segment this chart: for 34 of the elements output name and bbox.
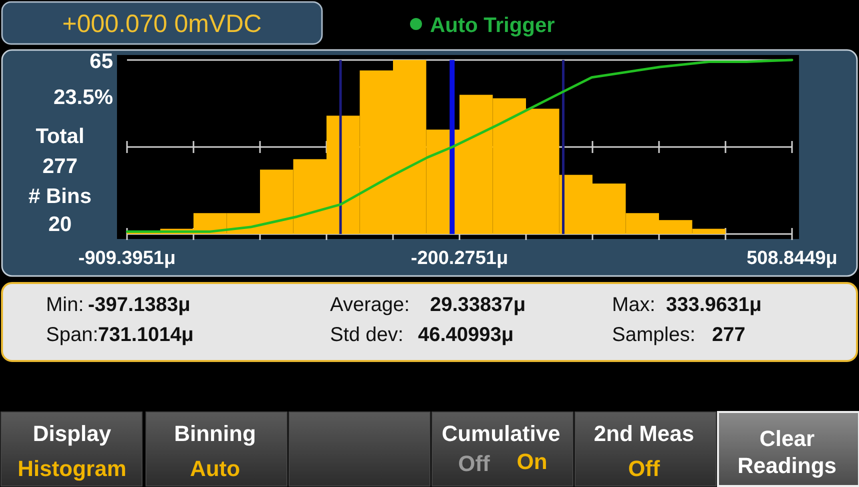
text: 2nd Meas (594, 421, 694, 446)
text: 333.9631μ (666, 294, 762, 316)
text: Off (628, 456, 661, 481)
text: Min: (46, 294, 84, 316)
text: Max: (612, 294, 656, 316)
text: 23.5% (53, 86, 114, 109)
text: Cumulative (442, 421, 560, 446)
text: 277 (42, 155, 78, 178)
x-tick-label: 508.8449μ (746, 248, 838, 269)
text: Readings (737, 453, 837, 478)
text: On (516, 449, 548, 474)
text: Total (36, 125, 84, 148)
text: -397.1383μ (88, 294, 190, 316)
text: 29.33837μ (430, 294, 526, 316)
text: Clear (759, 426, 815, 451)
text: 20 (48, 213, 72, 236)
text: Off (458, 451, 491, 476)
text: 46.40993μ (418, 324, 514, 346)
text: Std dev: (330, 324, 404, 346)
text: # Bins (28, 185, 92, 208)
text: 65 (90, 50, 114, 73)
text: Auto (190, 456, 240, 481)
text: Average: (330, 294, 410, 316)
text: +000.070 0mVDC (62, 10, 262, 38)
text: Auto Trigger (430, 14, 555, 37)
text: 277 (712, 324, 746, 346)
x-tick-label: -200.2751μ (410, 248, 508, 269)
text: Span: (46, 324, 98, 346)
text: Samples: (612, 324, 696, 346)
text: Binning (174, 421, 256, 446)
text: Display (32, 421, 112, 446)
text: Histogram (18, 456, 126, 481)
text: 731.1014μ (98, 324, 194, 346)
x-tick-label: -909.3951μ (78, 248, 176, 269)
